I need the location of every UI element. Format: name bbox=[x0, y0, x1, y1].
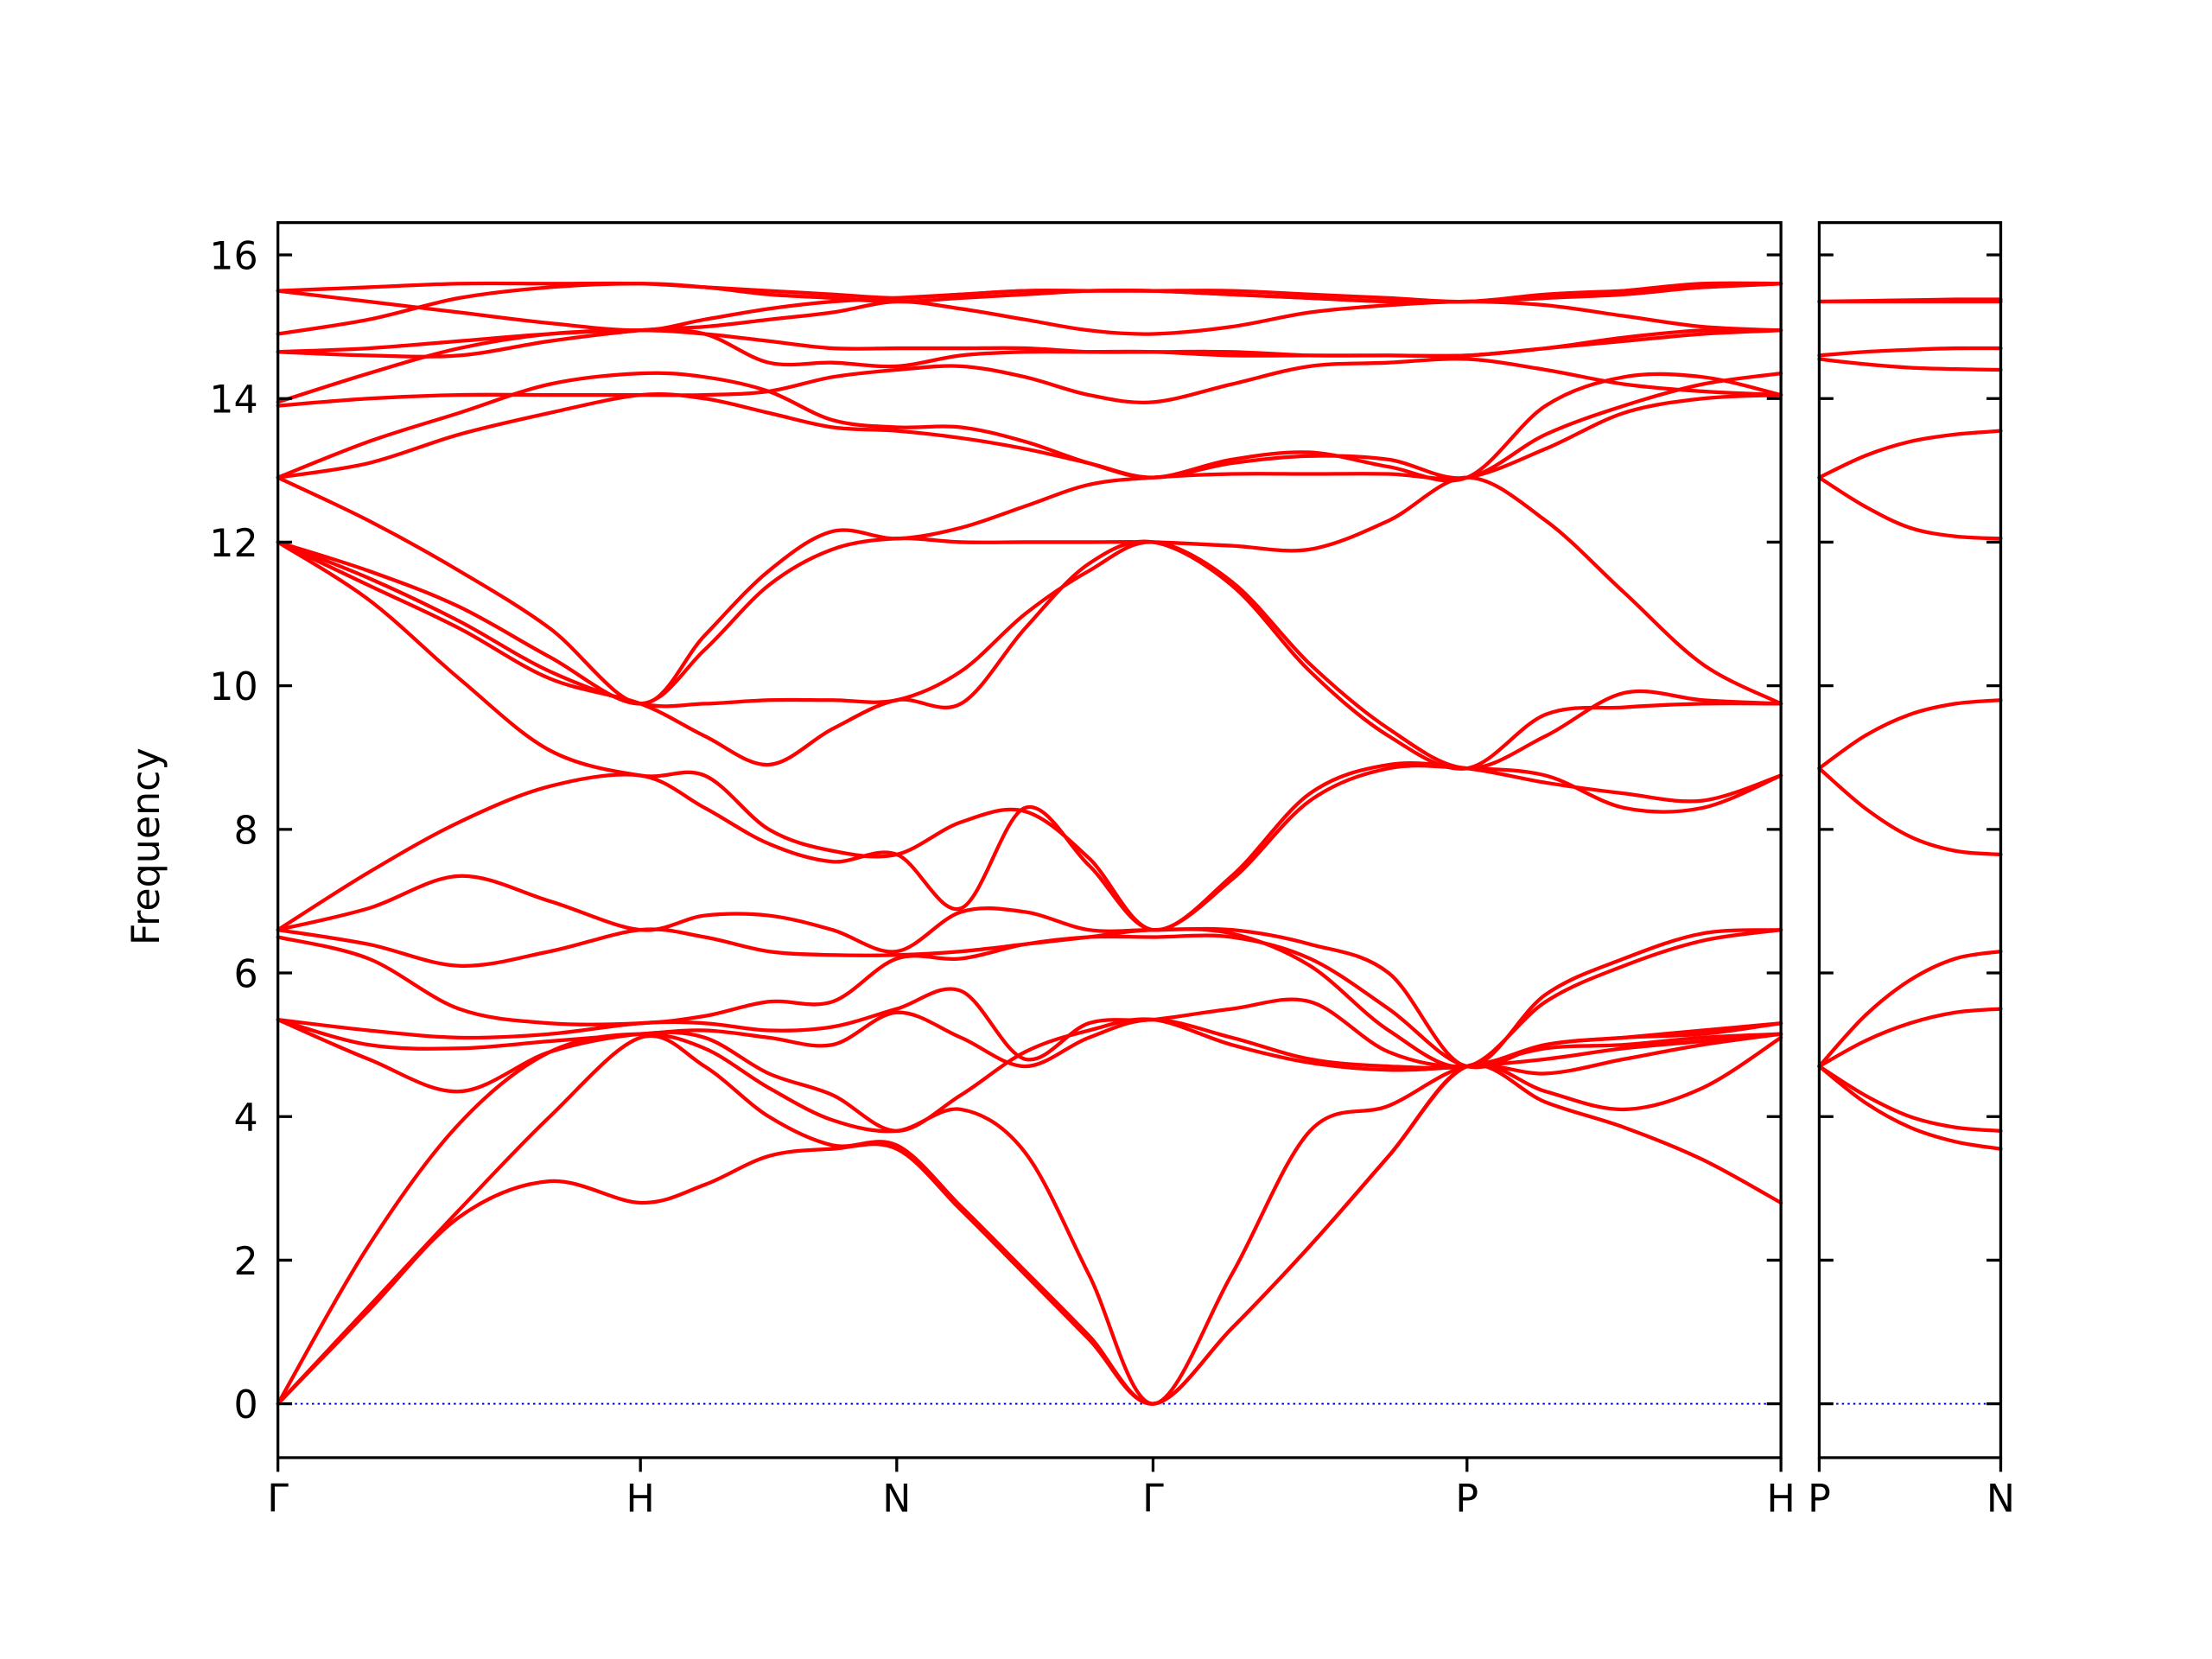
band-line bbox=[276, 927, 1783, 1069]
band-line bbox=[276, 327, 1783, 359]
band-line bbox=[276, 539, 1783, 771]
y-tick-label: 2 bbox=[233, 1240, 257, 1284]
band-line bbox=[276, 475, 1783, 706]
band-line bbox=[1817, 429, 2003, 480]
band-line bbox=[1817, 346, 2003, 358]
x-tick-label: H bbox=[626, 1477, 655, 1521]
x-tick-label: Γ bbox=[1142, 1477, 1164, 1521]
band-line bbox=[276, 1063, 1783, 1406]
band-line bbox=[1817, 1064, 2003, 1133]
band-line bbox=[276, 540, 1783, 771]
y-axis-label: Frequency bbox=[124, 747, 168, 945]
x-tick-label: H bbox=[1766, 1477, 1795, 1521]
y-tick-label: 8 bbox=[233, 809, 257, 853]
band-line bbox=[276, 299, 1783, 359]
y-tick-label: 6 bbox=[233, 952, 257, 996]
x-tick-label: P bbox=[1808, 1477, 1831, 1521]
y-tick-label: 0 bbox=[233, 1383, 257, 1427]
band-line bbox=[276, 1033, 1783, 1406]
band-line bbox=[1817, 949, 2003, 1069]
band-line bbox=[1817, 357, 2003, 372]
band-line bbox=[276, 357, 1783, 408]
band-line bbox=[276, 371, 1783, 483]
band-line bbox=[276, 281, 1783, 304]
x-tick-label: N bbox=[882, 1477, 911, 1521]
band-line bbox=[1817, 1064, 2003, 1151]
band-line bbox=[276, 372, 1783, 480]
band-line bbox=[1817, 698, 2003, 771]
band-line bbox=[276, 987, 1783, 1069]
plot-frame bbox=[276, 221, 1783, 1459]
band-line bbox=[276, 763, 1783, 932]
x-tick-label: N bbox=[1986, 1477, 2015, 1521]
y-tick-label: 12 bbox=[209, 522, 257, 566]
band-line bbox=[1817, 475, 2003, 541]
band-line bbox=[276, 874, 1783, 1069]
band-line bbox=[1817, 766, 2003, 857]
band-line bbox=[276, 1032, 1783, 1406]
band-line bbox=[276, 540, 1783, 932]
band-line bbox=[276, 327, 1783, 404]
y-tick-label: 16 bbox=[209, 234, 257, 278]
x-tick-label: Γ bbox=[267, 1477, 289, 1521]
plot-frame bbox=[1817, 221, 2003, 1459]
y-tick-label: 14 bbox=[209, 378, 257, 423]
x-tick-label: P bbox=[1455, 1477, 1478, 1521]
y-tick-label: 4 bbox=[233, 1096, 257, 1141]
band-line bbox=[276, 392, 1783, 706]
y-tick-label: 10 bbox=[209, 665, 257, 709]
band-line bbox=[1817, 1007, 2003, 1069]
